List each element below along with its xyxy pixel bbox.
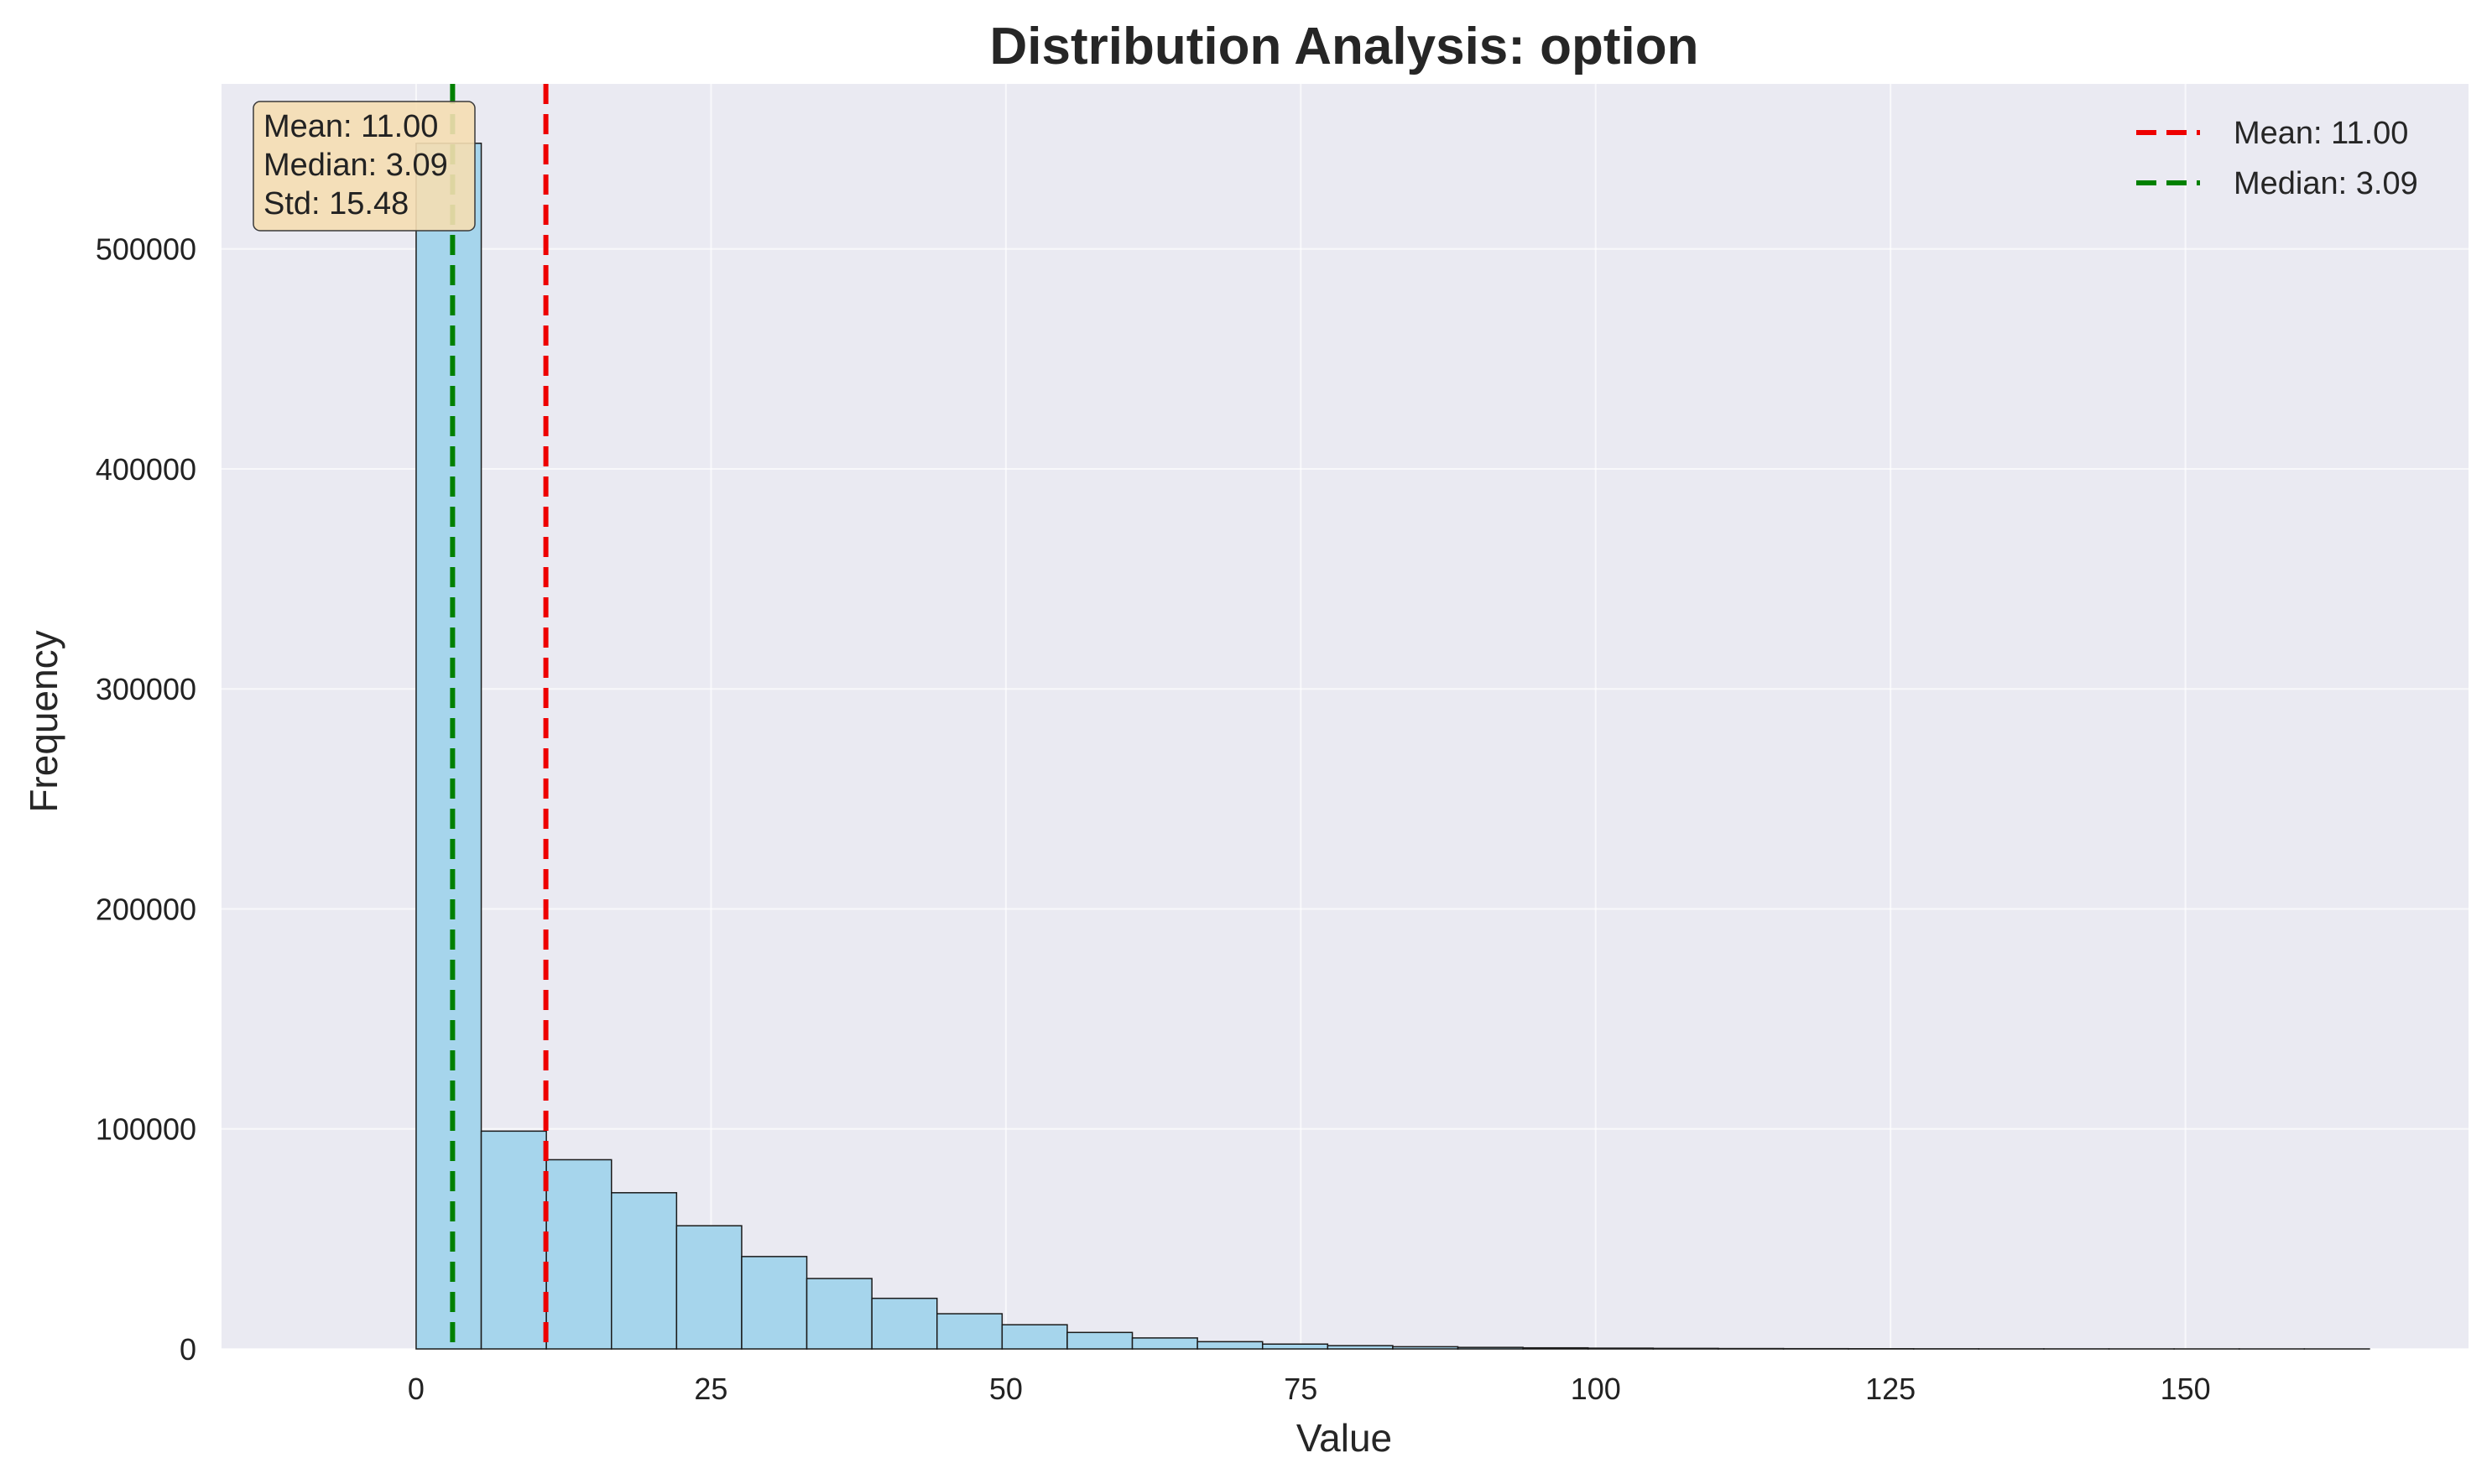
- legend: Mean: 11.00 Median: 3.09: [2136, 116, 2418, 201]
- y-axis-ticks: 0 100000 200000 300000 400000 500000: [96, 232, 196, 1367]
- legend-median-label: Median: 3.09: [2234, 166, 2418, 201]
- histogram-bar: [805, 1278, 873, 1350]
- y-tick-label: 400000: [96, 452, 196, 487]
- stats-box-background: [253, 101, 476, 232]
- histogram-bar: [1066, 1331, 1134, 1350]
- stats-box: Mean: 11.00 Median: 3.09 Std: 15.48: [253, 101, 476, 232]
- histogram-bar: [936, 1313, 1004, 1350]
- y-tick-label: 500000: [96, 232, 196, 267]
- histogram-bar: [545, 1159, 613, 1350]
- histogram-bar: [1652, 1347, 1719, 1350]
- histogram-bar: [1587, 1347, 1655, 1350]
- histogram-bar: [1196, 1341, 1264, 1350]
- histogram-bar: [1522, 1346, 1589, 1350]
- x-tick-label: 0: [408, 1372, 425, 1406]
- histogram-bar: [871, 1297, 938, 1350]
- x-axis-label: Value: [1296, 1416, 1392, 1460]
- x-tick-label: 25: [694, 1372, 727, 1406]
- histogram-bar: [1261, 1343, 1329, 1350]
- x-axis-ticks: 0 25 50 75 100 125 150: [408, 1372, 2211, 1406]
- x-tick-label: 50: [989, 1372, 1023, 1406]
- x-tick-label: 125: [1865, 1372, 1916, 1406]
- plot-area: [222, 84, 2469, 1349]
- histogram-bar: [1327, 1345, 1394, 1350]
- histogram-bar: [741, 1256, 808, 1350]
- legend-mean-label: Mean: 11.00: [2234, 116, 2408, 151]
- stats-median-text: Median: 3.09: [263, 148, 448, 183]
- histogram-bar: [415, 143, 482, 1350]
- histogram-bar: [1457, 1346, 1524, 1350]
- histogram-bar: [1001, 1324, 1068, 1350]
- stats-std-text: Std: 15.48: [263, 186, 409, 221]
- histogram-bar: [1392, 1346, 1459, 1350]
- y-tick-label: 100000: [96, 1112, 196, 1147]
- x-tick-label: 150: [2161, 1372, 2211, 1406]
- y-tick-label: 0: [180, 1332, 196, 1367]
- y-tick-label: 200000: [96, 892, 196, 926]
- stats-mean-text: Mean: 11.00: [263, 109, 438, 144]
- y-axis-label: Frequency: [22, 630, 65, 812]
- histogram-bar: [675, 1225, 743, 1350]
- x-tick-label: 100: [1571, 1372, 1621, 1406]
- x-tick-label: 75: [1284, 1372, 1317, 1406]
- histogram-bar: [610, 1192, 678, 1350]
- histogram-bar: [1131, 1337, 1198, 1350]
- chart-title: Distribution Analysis: option: [989, 18, 1698, 76]
- y-tick-label: 300000: [96, 672, 196, 706]
- histogram-bar: [480, 1130, 547, 1350]
